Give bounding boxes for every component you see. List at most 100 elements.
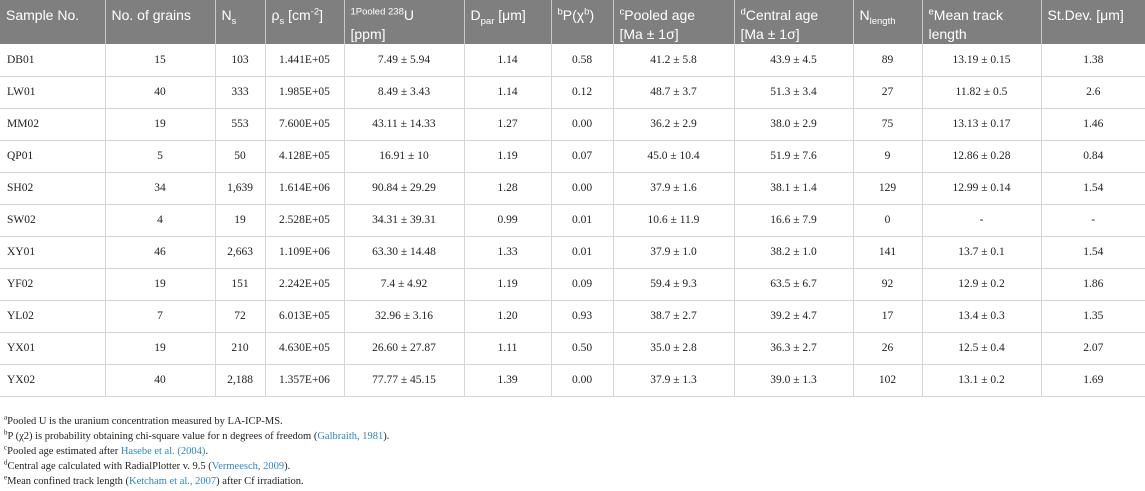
table-cell: 40 [105, 364, 216, 397]
column-header: Ns [215, 0, 266, 44]
footnote-text: P (χ2) is probability obtaining chi-squa… [7, 431, 318, 442]
table-cell: 89 [853, 44, 923, 77]
sample-cell: LW01 [0, 76, 106, 109]
table-cell: 0.00 [551, 364, 614, 397]
sample-cell: YX01 [0, 332, 106, 365]
header-subscript: s [231, 15, 237, 27]
sample-cell: SH02 [0, 172, 106, 205]
column-header: bP(χb) [551, 0, 614, 44]
table-cell: 4.128E+05 [265, 140, 345, 173]
table-cell: 35.0 ± 2.8 [613, 332, 735, 365]
table-cell: 1.86 [1041, 268, 1145, 301]
header-superscript: e [928, 6, 934, 18]
table-cell: 12.99 ± 0.14 [922, 172, 1042, 205]
table-cell: 11.82 ± 0.5 [922, 76, 1042, 109]
sample-cell: SW02 [0, 204, 106, 237]
reference-link[interactable]: Hasebe et al. (2004) [120, 446, 206, 457]
header-text-line2: length [928, 26, 967, 42]
header-subscript: s [279, 15, 285, 27]
table-row: XY01 46 2,663 1.109E+06 63.30 ± 14.48 1.33 0.0… [0, 236, 1145, 269]
table-cell: 0.01 [551, 236, 614, 269]
table-cell: 1.38 [1041, 44, 1145, 77]
column-header: Sample No. [0, 0, 106, 44]
table-cell: 16.6 ± 7.9 [734, 204, 854, 237]
column-header: Dpar [μm] [464, 0, 552, 44]
table-cell: 0.58 [551, 44, 614, 77]
table-cell: 36.2 ± 2.9 [613, 108, 735, 141]
table-cell: 17 [853, 300, 923, 333]
table-cell: 2.528E+05 [265, 204, 345, 237]
header-subscript: length [869, 15, 896, 27]
table-cell: 1.19 [464, 140, 552, 173]
reference-link[interactable]: Vermeesch, 2009 [211, 461, 285, 472]
header-text: [cm [284, 7, 311, 23]
footnote-marker: b [4, 428, 8, 437]
table-cell: 39.0 ± 1.3 [734, 364, 854, 397]
table-cell: 6.013E+05 [265, 300, 345, 333]
footnote-marker: d [4, 458, 8, 467]
header-text: ) [589, 7, 595, 23]
column-header: 1Pooled 238U [ppm] [344, 0, 465, 44]
header-superscript: -2 [310, 6, 320, 18]
table-cell: 26 [853, 332, 923, 365]
table-cell: 13.4 ± 0.3 [922, 300, 1042, 333]
table-cell: 72 [215, 300, 266, 333]
table-cell: 102 [853, 364, 923, 397]
data-table: Sample No. No. of grains Ns ρs [cm-2] 1Poole… [0, 0, 1145, 397]
table-cell: 12.5 ± 0.4 [922, 332, 1042, 365]
table-cell: 43.11 ± 14.33 [344, 108, 465, 141]
table-cell: 1.14 [464, 76, 552, 109]
table-cell: 34 [105, 172, 216, 205]
table-cell: 37.9 ± 1.3 [613, 364, 735, 397]
table-cell: 15 [105, 44, 216, 77]
table-cell: 0.00 [551, 172, 614, 205]
table-cell: 2.6 [1041, 76, 1145, 109]
sample-cell: YF02 [0, 268, 106, 301]
table-cell: 38.7 ± 2.7 [613, 300, 735, 333]
header-superscript: d [740, 6, 746, 18]
table-cell: 19 [105, 268, 216, 301]
table-cell: 38.2 ± 1.0 [734, 236, 854, 269]
footnote-marker: a [4, 413, 8, 422]
table-cell: 46 [105, 236, 216, 269]
table-cell: 5 [105, 140, 216, 173]
table-cell: 0.12 [551, 76, 614, 109]
table-cell: 1.11 [464, 332, 552, 365]
table-cell: 12.86 ± 0.28 [922, 140, 1042, 173]
table-cell: - [922, 204, 1042, 237]
table-cell: 43.9 ± 4.5 [734, 44, 854, 77]
table-cell: 19 [105, 108, 216, 141]
table-cell: 36.3 ± 2.7 [734, 332, 854, 365]
footnote-text: Pooled age estimated after [7, 446, 121, 457]
header-text: ] [319, 7, 324, 23]
header-text: Sample No. [6, 7, 80, 23]
table-cell: 13.7 ± 0.1 [922, 236, 1042, 269]
column-header: St.Dev. [μm] [1041, 0, 1145, 44]
reference-link[interactable]: Ketcham et al., 2007 [128, 476, 217, 487]
table-row: YF02 19 151 2.242E+05 7.4 ± 4.92 1.19 0.09 59.4… [0, 268, 1145, 301]
table-row: QP01 5 50 4.128E+05 16.91 ± 10 1.19 0.07 45.0 ±… [0, 140, 1145, 173]
reference-link[interactable]: Galbraith, 1981 [317, 431, 384, 442]
table-row: SW02 4 19 2.528E+05 34.31 ± 39.31 0.99 0.01 10.… [0, 204, 1145, 237]
header-superscript: b [584, 6, 590, 18]
table-cell: 40 [105, 76, 216, 109]
table-cell: 7.49 ± 5.94 [344, 44, 465, 77]
table-cell: 0.84 [1041, 140, 1145, 173]
table-cell: 1.19 [464, 268, 552, 301]
table-cell: 1.614E+06 [265, 172, 345, 205]
table-header-row: Sample No. No. of grains Ns ρs [cm-2] 1Poole… [0, 0, 1145, 44]
table-cell: 0.99 [464, 204, 552, 237]
table-cell: 1.35 [1041, 300, 1145, 333]
column-header: cPooled age [Ma ± 1σ] [613, 0, 735, 44]
table-cell: 1.46 [1041, 108, 1145, 141]
table-cell: 1.109E+06 [265, 236, 345, 269]
table-cell: 1.39 [464, 364, 552, 397]
table-cell: 13.19 ± 0.15 [922, 44, 1042, 77]
table-cell: 12.9 ± 0.2 [922, 268, 1042, 301]
table-cell: 0.09 [551, 268, 614, 301]
table-cell: 77.77 ± 45.15 [344, 364, 465, 397]
table-cell: 7.600E+05 [265, 108, 345, 141]
table-cell: 37.9 ± 1.0 [613, 236, 735, 269]
table-cell: 10.6 ± 11.9 [613, 204, 735, 237]
footnote: eMean confined track length (Ketcham et … [4, 474, 389, 489]
